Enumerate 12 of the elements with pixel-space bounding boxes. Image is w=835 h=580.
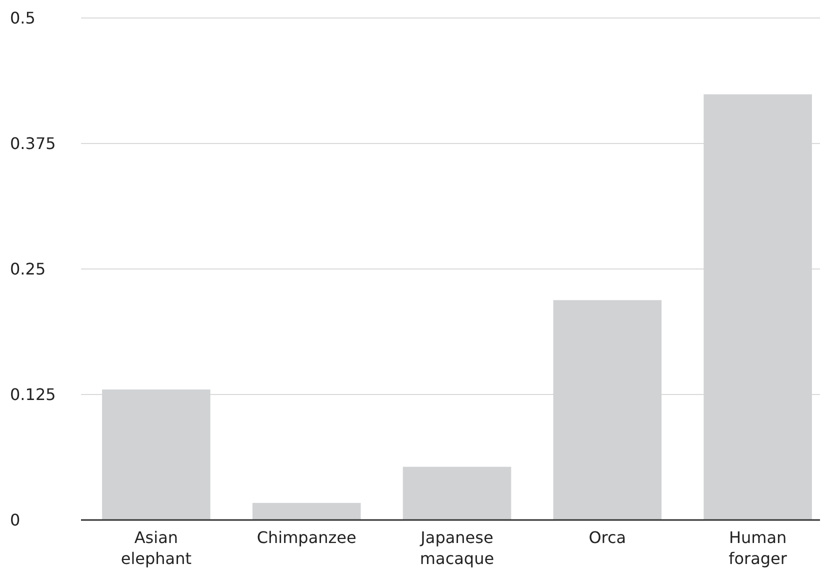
- y-tick-label: 0.25: [10, 260, 46, 279]
- y-tick-label: 0.375: [10, 134, 56, 154]
- y-tick-label: 0.125: [10, 385, 56, 404]
- x-tick-label: Human forager: [728, 528, 788, 568]
- x-tick-label: Chimpanzee: [256, 528, 356, 547]
- y-tick-label: 0: [10, 510, 20, 530]
- x-tick-label: Orca: [588, 528, 626, 547]
- bar: [252, 502, 361, 520]
- x-tick-label: Japanese macaque: [420, 528, 494, 568]
- x-tick-label: Asian elephant: [120, 528, 192, 568]
- y-tick-label: 0.5: [10, 8, 36, 28]
- bar: [402, 466, 512, 520]
